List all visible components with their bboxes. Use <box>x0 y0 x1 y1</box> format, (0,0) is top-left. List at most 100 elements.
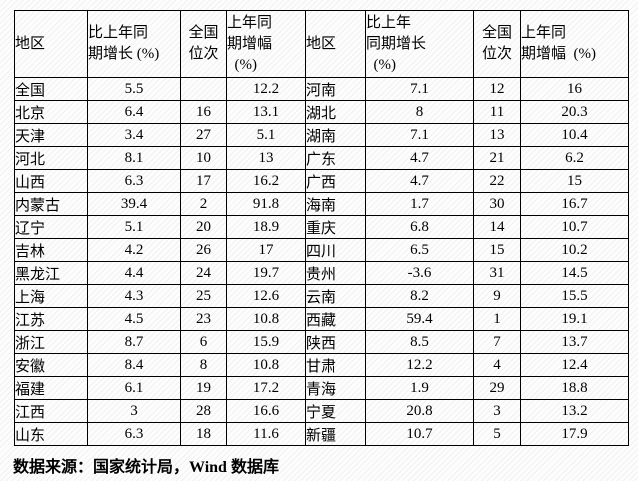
prev-growth-cell: 16.2 <box>226 169 306 193</box>
region-cell: 广东 <box>305 146 366 170</box>
region-cell: 吉林 <box>14 238 88 262</box>
table-row: 河北 8.1 10 13 广东 4.7 21 6.2 <box>14 146 629 170</box>
growth-cell: 8.7 <box>87 330 181 354</box>
rank-cell: 25 <box>180 284 227 308</box>
table-row: 北京 6.4 16 13.1 湖北 8 11 20.3 <box>14 100 629 124</box>
region-cell: 湖北 <box>305 100 366 124</box>
region-cell: 新疆 <box>305 422 366 446</box>
prev-growth-cell: 13.1 <box>226 100 306 124</box>
prev-growth-cell: 16.6 <box>226 399 306 423</box>
growth-cell: 4.5 <box>87 307 181 331</box>
header-region-left: 地区 <box>14 10 88 78</box>
prev-growth-cell: 19.7 <box>226 261 306 285</box>
rank-cell: 8 <box>180 353 227 377</box>
prev-growth-cell: 12.6 <box>226 284 306 308</box>
growth-cell: 10.7 <box>365 422 474 446</box>
rank-cell: 5 <box>473 422 521 446</box>
growth-cell: 5.1 <box>87 215 181 239</box>
rank-cell: 23 <box>180 307 227 331</box>
table-row: 黑龙江 4.4 24 19.7 贵州 -3.6 31 14.5 <box>14 261 629 285</box>
growth-cell: 20.8 <box>365 399 474 423</box>
growth-cell: 3.4 <box>87 123 181 147</box>
prev-growth-cell: 14.5 <box>520 261 629 285</box>
growth-cell: 4.2 <box>87 238 181 262</box>
region-cell: 贵州 <box>305 261 366 285</box>
region-cell: 江西 <box>14 399 88 423</box>
region-cell: 上海 <box>14 284 88 308</box>
prev-growth-cell: 5.1 <box>226 123 306 147</box>
region-cell: 重庆 <box>305 215 366 239</box>
prev-growth-cell: 10.2 <box>520 238 629 262</box>
table-row: 上海 4.3 25 12.6 云南 8.2 9 15.5 <box>14 284 629 308</box>
rank-cell: 11 <box>473 100 521 124</box>
growth-cell: 4.7 <box>365 169 474 193</box>
table-row: 福建 6.1 19 17.2 青海 1.9 29 18.8 <box>14 376 629 400</box>
growth-cell: 1.9 <box>365 376 474 400</box>
prev-growth-cell: 13 <box>226 146 306 170</box>
prev-growth-cell: 20.3 <box>520 100 629 124</box>
growth-cell: 3 <box>87 399 181 423</box>
prev-growth-cell: 12.2 <box>226 77 306 101</box>
growth-cell: 6.8 <box>365 215 474 239</box>
region-cell: 宁夏 <box>305 399 366 423</box>
rank-cell: 13 <box>473 123 521 147</box>
header-growth-left: 比上年同 期增长 (%) <box>87 10 181 78</box>
prev-growth-cell: 91.8 <box>226 192 306 216</box>
rank-cell: 17 <box>180 169 227 193</box>
growth-cell: 1.7 <box>365 192 474 216</box>
data-source-note: 数据来源：国家统计局，Wind 数据库 <box>13 459 279 476</box>
region-cell: 辽宁 <box>14 215 88 239</box>
rank-cell: 2 <box>180 192 227 216</box>
rank-cell: 22 <box>473 169 521 193</box>
rank-cell: 28 <box>180 399 227 423</box>
table-row: 安徽 8.4 8 10.8 甘肃 12.2 4 12.4 <box>14 353 629 377</box>
region-cell: 西藏 <box>305 307 366 331</box>
region-cell: 湖南 <box>305 123 366 147</box>
growth-cell: 4.7 <box>365 146 474 170</box>
table-row: 浙江 8.7 6 15.9 陕西 8.5 7 13.7 <box>14 330 629 354</box>
growth-cell: 7.1 <box>365 77 474 101</box>
header-prev-left: 上年同 期增幅 (%) <box>226 10 306 78</box>
rank-cell: 31 <box>473 261 521 285</box>
growth-cell: 6.3 <box>87 169 181 193</box>
rank-cell: 21 <box>473 146 521 170</box>
growth-cell: 6.1 <box>87 376 181 400</box>
growth-cell: 12.2 <box>365 353 474 377</box>
rank-cell: 19 <box>180 376 227 400</box>
table-body: 全国 5.5 12.2 河南 7.1 12 16 北京 6.4 16 13.1 湖北 8 11 20.3 天津… <box>14 77 629 446</box>
region-cell: 海南 <box>305 192 366 216</box>
prev-growth-cell: 10.4 <box>520 123 629 147</box>
rank-cell: 16 <box>180 100 227 124</box>
prev-growth-cell: 6.2 <box>520 146 629 170</box>
table-row: 全国 5.5 12.2 河南 7.1 12 16 <box>14 77 629 101</box>
header-growth-right: 比上年 同期增长 (%) <box>365 10 474 78</box>
region-cell: 北京 <box>14 100 88 124</box>
rank-cell: 7 <box>473 330 521 354</box>
growth-cell: 6.4 <box>87 100 181 124</box>
growth-cell: 8.2 <box>365 284 474 308</box>
growth-cell: 4.3 <box>87 284 181 308</box>
region-cell: 全国 <box>14 77 88 101</box>
region-cell: 甘肃 <box>305 353 366 377</box>
rank-cell: 18 <box>180 422 227 446</box>
rank-cell: 15 <box>473 238 521 262</box>
region-cell: 河北 <box>14 146 88 170</box>
rank-cell: 6 <box>180 330 227 354</box>
prev-growth-cell: 16 <box>520 77 629 101</box>
table-row: 山东 6.3 18 11.6 新疆 10.7 5 17.9 <box>14 422 629 446</box>
prev-growth-cell: 17 <box>226 238 306 262</box>
region-cell: 福建 <box>14 376 88 400</box>
table-row: 江西 3 28 16.6 宁夏 20.8 3 13.2 <box>14 399 629 423</box>
table-row: 内蒙古 39.4 2 91.8 海南 1.7 30 16.7 <box>14 192 629 216</box>
region-cell: 河南 <box>305 77 366 101</box>
growth-cell: 6.3 <box>87 422 181 446</box>
region-cell: 天津 <box>14 123 88 147</box>
growth-cell: 5.5 <box>87 77 181 101</box>
table-row: 山西 6.3 17 16.2 广西 4.7 22 15 <box>14 169 629 193</box>
rank-cell: 14 <box>473 215 521 239</box>
table-row: 吉林 4.2 26 17 四川 6.5 15 10.2 <box>14 238 629 262</box>
growth-cell: 4.4 <box>87 261 181 285</box>
header-prev-right: 上年同 期增幅 (%) <box>520 10 629 78</box>
region-cell: 内蒙古 <box>14 192 88 216</box>
growth-cell: 8 <box>365 100 474 124</box>
